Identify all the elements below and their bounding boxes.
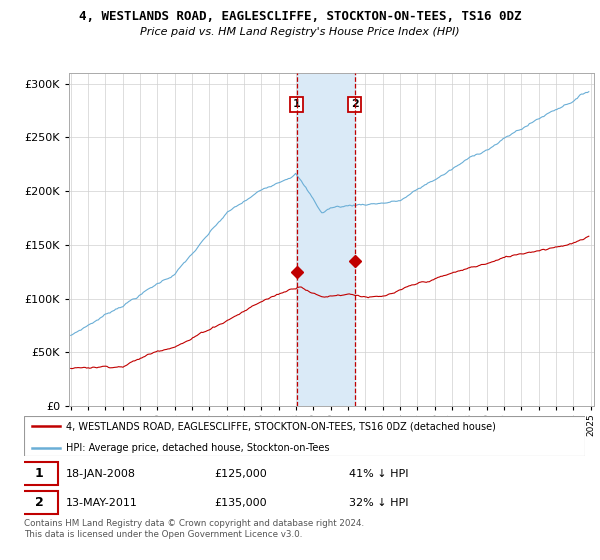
Text: 2: 2 [350,100,358,109]
Text: 1: 1 [293,100,301,109]
Text: 4, WESTLANDS ROAD, EAGLESCLIFFE, STOCKTON-ON-TEES, TS16 0DZ (detached house): 4, WESTLANDS ROAD, EAGLESCLIFFE, STOCKTO… [66,421,496,431]
FancyBboxPatch shape [21,462,58,486]
Text: £135,000: £135,000 [215,498,268,508]
Text: 13-MAY-2011: 13-MAY-2011 [66,498,138,508]
Bar [297,73,355,406]
Text: 32% ↓ HPI: 32% ↓ HPI [349,498,409,508]
Text: 4, WESTLANDS ROAD, EAGLESCLIFFE, STOCKTON-ON-TEES, TS16 0DZ: 4, WESTLANDS ROAD, EAGLESCLIFFE, STOCKTO… [79,10,521,23]
Text: Price paid vs. HM Land Registry's House Price Index (HPI): Price paid vs. HM Land Registry's House … [140,27,460,38]
Text: 18-JAN-2008: 18-JAN-2008 [66,469,136,479]
Text: £125,000: £125,000 [215,469,268,479]
FancyBboxPatch shape [21,491,58,515]
Text: 2: 2 [35,496,44,510]
Text: 41% ↓ HPI: 41% ↓ HPI [349,469,409,479]
Text: Contains HM Land Registry data © Crown copyright and database right 2024.
This d: Contains HM Land Registry data © Crown c… [24,519,364,539]
Text: 1: 1 [35,467,44,480]
Text: HPI: Average price, detached house, Stockton-on-Tees: HPI: Average price, detached house, Stoc… [66,442,329,452]
